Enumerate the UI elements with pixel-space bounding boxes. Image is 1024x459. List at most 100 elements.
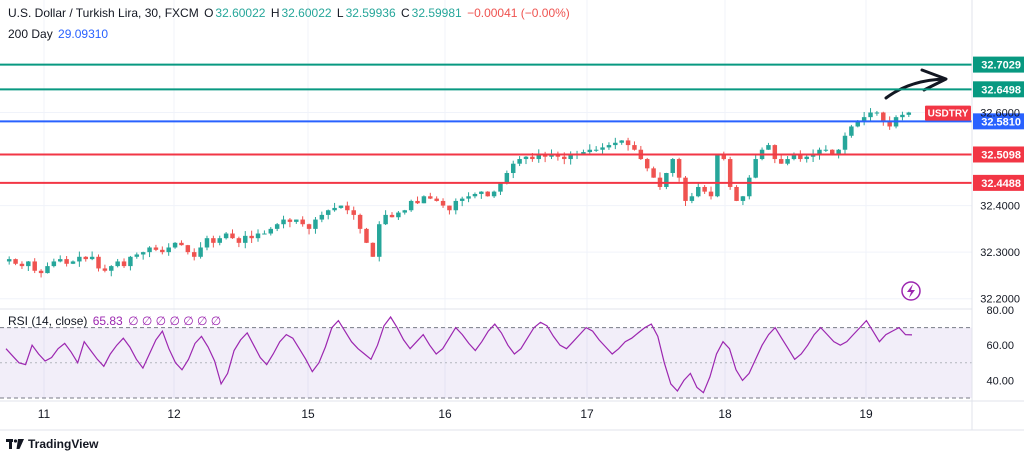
tradingview-brand[interactable]: TradingView <box>6 437 98 451</box>
candle <box>689 192 695 204</box>
arrow-shaft <box>884 77 947 100</box>
candle-body <box>434 198 439 201</box>
x-tick-label: 16 <box>438 407 452 421</box>
candle <box>696 182 701 198</box>
candle <box>83 256 88 262</box>
candle-body <box>89 256 95 260</box>
rsi-line <box>5 315 913 394</box>
candle-body <box>109 266 114 271</box>
candle <box>587 144 593 156</box>
candle-body <box>370 242 376 257</box>
candle <box>51 258 57 268</box>
candle-body <box>300 219 305 225</box>
candle-body <box>517 159 522 164</box>
candle-body <box>810 154 816 157</box>
candle-body <box>676 159 682 178</box>
candle-body <box>491 191 497 197</box>
candle <box>651 166 656 178</box>
candle <box>153 244 159 252</box>
candle <box>70 260 76 265</box>
candle-body <box>364 228 369 243</box>
candle <box>198 242 203 259</box>
candle <box>115 258 120 268</box>
candle-body <box>134 254 140 257</box>
candle-body <box>249 235 254 239</box>
candle-body <box>536 154 541 160</box>
candle <box>300 216 305 227</box>
symbol-badge <box>925 105 971 121</box>
candle-body <box>644 159 650 169</box>
candle-body <box>268 228 274 234</box>
candle-body <box>319 214 325 220</box>
candle <box>287 218 293 228</box>
candle-body <box>51 261 57 267</box>
rsi-extra: ∅ ∅ ∅ ∅ ∅ ∅ ∅ <box>128 314 222 328</box>
candle <box>319 211 325 223</box>
candle <box>351 206 356 220</box>
candle <box>383 210 388 226</box>
candle <box>306 223 312 235</box>
ma-value: 29.09310 <box>58 27 109 41</box>
candle <box>453 198 459 215</box>
candle-body <box>185 245 191 253</box>
candle <box>447 205 452 215</box>
candle-body <box>6 259 12 262</box>
candle-body <box>102 268 108 271</box>
candle-body <box>153 247 159 250</box>
candle-body <box>345 205 350 211</box>
candle <box>179 240 184 246</box>
rsi-pane <box>0 315 972 399</box>
candle-body <box>332 207 337 211</box>
candle <box>262 230 267 235</box>
candle <box>172 242 178 249</box>
close-value: 32.59981 <box>411 6 462 20</box>
candle-body <box>740 196 746 201</box>
candle <box>166 243 171 256</box>
candle <box>223 232 229 240</box>
candle-body <box>472 193 478 197</box>
candle <box>778 154 784 164</box>
candle-body <box>689 196 695 201</box>
candle <box>842 132 848 156</box>
level-badge <box>973 81 1024 98</box>
candle <box>683 175 688 207</box>
candle <box>906 111 912 118</box>
candle <box>868 108 873 122</box>
candle <box>64 255 69 267</box>
candle <box>185 244 191 255</box>
candle <box>191 248 197 261</box>
candle <box>727 156 733 190</box>
candle-body <box>606 145 612 148</box>
candle <box>338 205 344 209</box>
candle-body <box>115 261 120 267</box>
candle-body <box>377 224 382 257</box>
rsi-label: RSI (14, close) <box>8 314 88 328</box>
candle-body <box>294 219 299 222</box>
y-tick-label: 32.3000 <box>980 247 1020 259</box>
candle-body <box>128 256 133 267</box>
candle-body <box>727 159 733 187</box>
change-value: −0.00041 (−0.00%) <box>467 6 570 20</box>
candle <box>708 186 714 200</box>
candle-body <box>26 261 31 267</box>
candle <box>147 246 152 258</box>
candle-body <box>798 154 803 160</box>
symbol-badge-label: USDTRY <box>928 109 969 120</box>
level-badge <box>973 174 1024 191</box>
candle <box>740 195 746 206</box>
candle <box>625 137 631 151</box>
rsi-y-tick-label: 60.00 <box>986 340 1014 352</box>
candle-body <box>747 177 752 197</box>
candle <box>676 157 682 182</box>
candle <box>13 258 18 266</box>
horizontal-levels[interactable]: 32.7029 32.6498 32.5810 32.5098 32.4488 USDTR… <box>0 56 1024 191</box>
ma-legend: 200 Day 29.09310 <box>8 27 110 41</box>
candle <box>753 154 758 179</box>
candle-body <box>849 126 854 136</box>
candle-body <box>243 235 248 243</box>
candle <box>440 198 446 208</box>
candle <box>900 111 905 121</box>
candle-body <box>166 247 171 253</box>
candle-body <box>702 186 707 192</box>
